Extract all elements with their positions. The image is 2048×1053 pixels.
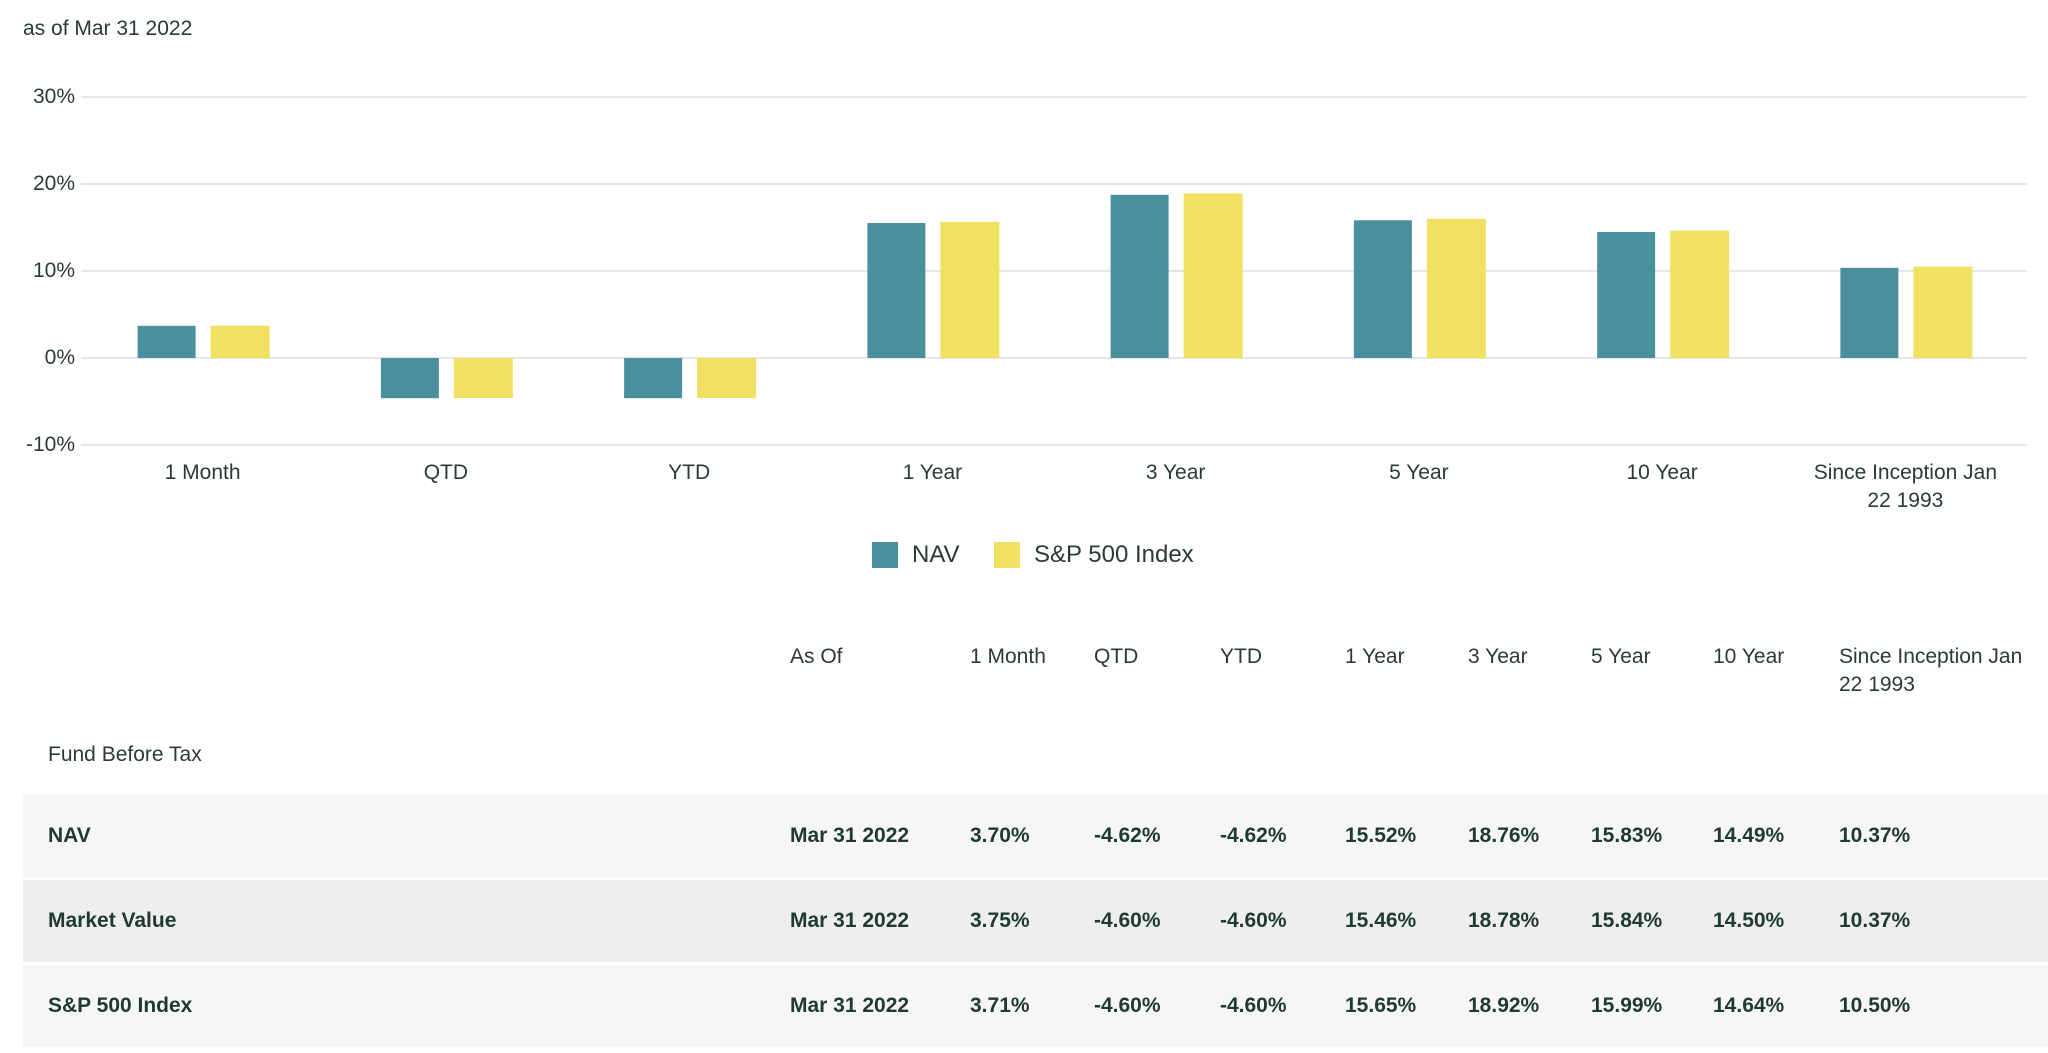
- bar: [867, 222, 926, 358]
- bar: [1426, 218, 1486, 358]
- table-header: As Of: [790, 645, 843, 668]
- table-header: 10 Year: [1713, 645, 1785, 668]
- chart-subtitle: as of Mar 31 2022: [23, 17, 193, 40]
- x-tick-label: Since Inception Jan 22 1993: [1813, 461, 1998, 512]
- table-cell: 15.84%: [1591, 909, 1663, 932]
- y-tick-label: 30%: [32, 85, 75, 108]
- table-cell: 14.50%: [1713, 909, 1785, 932]
- table-cell: Mar 31 2022: [790, 909, 910, 932]
- table-header: 3 Year: [1468, 645, 1528, 668]
- x-tick-label: QTD: [423, 461, 469, 484]
- bar: [1110, 194, 1169, 358]
- table-header: YTD: [1220, 645, 1262, 668]
- table-cell: 3.75%: [970, 909, 1030, 932]
- x-tick-label: 5 Year: [1389, 461, 1449, 484]
- table-cell: 15.99%: [1591, 994, 1663, 1017]
- table-cell: 10.37%: [1839, 909, 1911, 932]
- table-cell: 18.92%: [1468, 994, 1540, 1017]
- table-cell: 18.78%: [1468, 909, 1540, 932]
- table-cell: -4.62%: [1220, 824, 1287, 847]
- bar: [453, 358, 513, 399]
- table-cell: -4.62%: [1094, 824, 1161, 847]
- bar: [1913, 266, 1973, 358]
- table-cell: 10.50%: [1839, 994, 1911, 1017]
- y-tick-label: -10%: [25, 433, 75, 456]
- table-row: [23, 880, 2048, 962]
- x-tick-label: 3 Year: [1145, 461, 1206, 484]
- table-row: [23, 965, 2048, 1047]
- table-cell: Mar 31 2022: [790, 824, 910, 847]
- table-header: QTD: [1094, 645, 1139, 668]
- x-tick-label: 1 Year: [902, 461, 963, 484]
- table-cell: 3.71%: [970, 994, 1030, 1017]
- y-tick-label: 10%: [32, 259, 75, 282]
- table-header: 5 Year: [1591, 645, 1651, 668]
- x-tick-label: YTD: [668, 461, 711, 484]
- bar: [697, 358, 757, 399]
- bar: [624, 358, 683, 399]
- row-label: S&P 500 Index: [48, 994, 193, 1017]
- bar: [1353, 220, 1412, 358]
- bar: [1183, 193, 1243, 358]
- table-header: 1 Year: [1345, 645, 1405, 668]
- x-tick-label: 1 Month: [164, 461, 241, 484]
- row-label: NAV: [48, 824, 91, 847]
- bar: [137, 325, 196, 358]
- table-cell: 15.46%: [1345, 909, 1417, 932]
- bar: [210, 325, 270, 358]
- bar: [1840, 267, 1899, 358]
- table-cell: -4.60%: [1094, 909, 1161, 932]
- table-cell: -4.60%: [1220, 909, 1287, 932]
- table-cell: 15.52%: [1345, 824, 1417, 847]
- table-row: [23, 795, 2048, 877]
- bar: [380, 358, 439, 399]
- table-cell: 18.76%: [1468, 824, 1540, 847]
- y-tick-label: 20%: [32, 172, 75, 195]
- row-label: Market Value: [48, 909, 177, 932]
- table-cell: 10.37%: [1839, 824, 1911, 847]
- table-cell: 3.70%: [970, 824, 1030, 847]
- table-cell: -4.60%: [1220, 994, 1287, 1017]
- legend-swatch: [994, 542, 1020, 568]
- bar: [1597, 231, 1656, 358]
- table-section: Fund Before Tax: [48, 743, 202, 766]
- table-cell: 14.49%: [1713, 824, 1785, 847]
- table-cell: -4.60%: [1094, 994, 1161, 1017]
- y-tick-label: 0%: [44, 346, 75, 369]
- bar: [940, 221, 1000, 358]
- legend-swatch: [872, 542, 898, 568]
- table-cell: 15.83%: [1591, 824, 1663, 847]
- table-header: Since Inception Jan 22 1993: [1839, 645, 2023, 696]
- table-cell: Mar 31 2022: [790, 994, 910, 1017]
- table-cell: 15.65%: [1345, 994, 1417, 1017]
- table-cell: 14.64%: [1713, 994, 1785, 1017]
- legend-label: S&P 500 Index: [1034, 541, 1194, 568]
- table-header: 1 Month: [970, 645, 1046, 668]
- x-tick-label: 10 Year: [1626, 461, 1698, 484]
- legend-label: NAV: [912, 541, 960, 568]
- bar: [1670, 230, 1730, 358]
